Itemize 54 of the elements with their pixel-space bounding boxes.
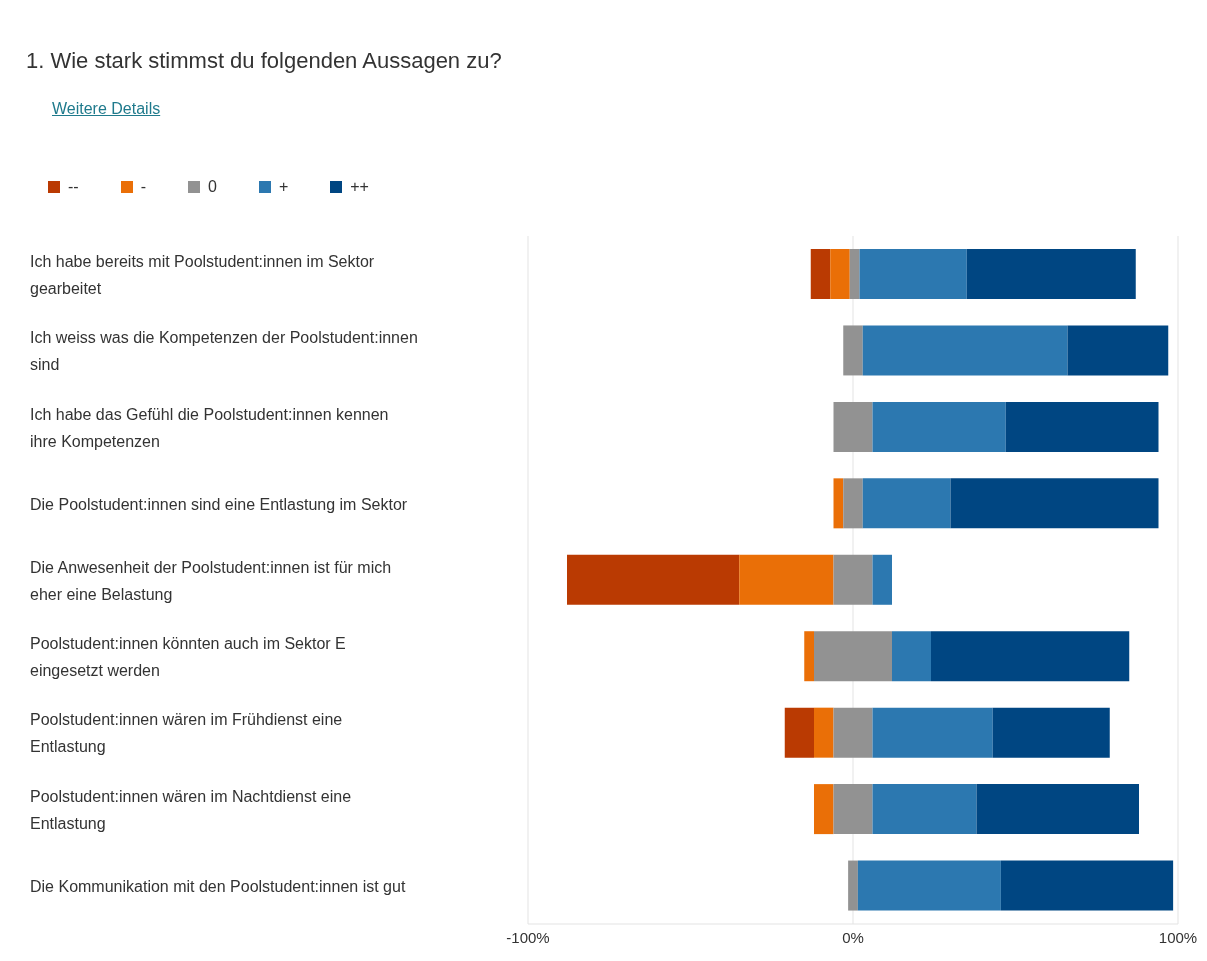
bar: [833, 401, 873, 452]
bar: [862, 478, 951, 529]
x-tick-label: -100%: [506, 928, 550, 946]
bar: [976, 784, 1139, 835]
text: Weitere Details: [51, 99, 162, 118]
bar: [810, 249, 831, 299]
bar: [1000, 860, 1174, 911]
bar: [857, 860, 1001, 911]
text: 1. Wie stark stimmst du folgenden Aussagen zu?: [25, 47, 503, 74]
bar: [872, 401, 1006, 452]
legend-label: 0: [207, 178, 217, 196]
bar: [872, 554, 892, 605]
y-tick-label: Poolstudent:innen könnten auch im Sektor E eingesetzt werden: [30, 634, 346, 679]
bar: [739, 554, 834, 605]
bar: [843, 325, 863, 376]
y-tick-label: Die Anwesenheit der Poolstudent:innen ist für mich eher eine Belastung: [30, 558, 392, 602]
bar: [950, 478, 1159, 529]
bar: [992, 707, 1110, 758]
y-tick-label: Poolstudent:innen wären im Nachtdienst eine Entlastung: [30, 787, 352, 832]
y-tick-label: Die Kommunikation mit den Poolstudent:innen ist gut: [30, 877, 406, 895]
legend-label: -: [140, 178, 146, 196]
bar: [830, 249, 850, 299]
bar: [872, 707, 993, 758]
x-tick-label: 0%: [842, 928, 864, 946]
bar: [849, 249, 860, 299]
legend-label: +: [278, 178, 289, 196]
bar: [843, 478, 863, 529]
bar: [814, 784, 834, 835]
bar: [872, 784, 977, 835]
bar: [833, 784, 873, 835]
y-tick-label: Poolstudent:innen wären im Frühdienst eine Entlastung: [30, 710, 343, 755]
legend-label: --: [68, 178, 79, 196]
bar: [862, 325, 1068, 376]
bar: [1067, 325, 1169, 376]
legend-label: ++: [350, 178, 369, 196]
bar: [814, 707, 834, 758]
bar: [833, 478, 844, 529]
bar: [833, 707, 873, 758]
bar: [966, 249, 1136, 299]
bar: [833, 554, 873, 605]
bar: [892, 631, 931, 682]
bar: [784, 707, 814, 758]
bar: [814, 631, 892, 682]
bar: [859, 249, 967, 299]
bar: [931, 631, 1130, 682]
bar: [567, 554, 740, 605]
bar: [804, 631, 814, 682]
y-tick-label: Die Poolstudent:innen sind eine Entlastung im Sektor: [30, 495, 408, 513]
bar: [1005, 401, 1159, 452]
y-tick-label: Ich habe bereits mit Poolstudent:innen im Sektor gearbeitet: [30, 252, 375, 297]
bar: [848, 860, 858, 911]
y-tick-label: Ich weiss was die Kompetenzen der Poolstudent:innen sind: [30, 328, 418, 373]
y-tick-label: Ich habe das Gefühl die Poolstudent:innen kennen ihre Kompetenzen: [30, 405, 389, 450]
x-tick-label: 100%: [1158, 928, 1198, 946]
